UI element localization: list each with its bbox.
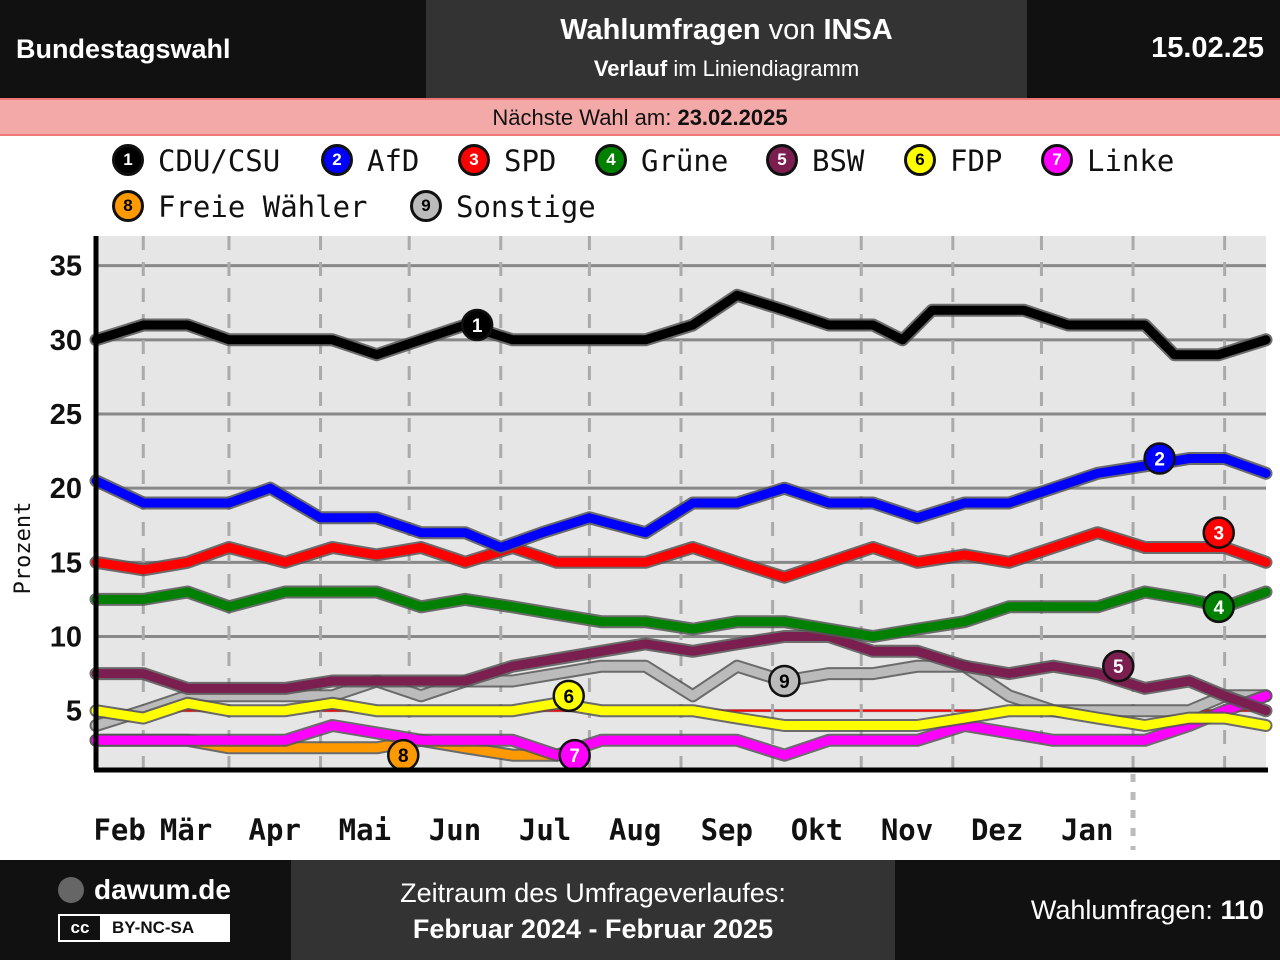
series-marker-label: 9 <box>779 672 790 693</box>
y-tick-label: 10 <box>50 622 82 654</box>
x-tick-label: Apr <box>249 813 301 847</box>
series-marker-1 <box>460 308 494 342</box>
legend-item-fdp: 6 FDP <box>904 144 1002 179</box>
x-tick-label: Jan <box>1061 813 1113 847</box>
legend-item-linke: 7 Linke <box>1041 144 1174 179</box>
x-tick-label: Jun <box>429 813 481 847</box>
legend-item-gruene: 4 Grüne <box>595 144 728 179</box>
header-date: 15.02.25 <box>1151 32 1264 64</box>
header-bar: Bundestagswahl Wahlumfragen von INSA Ver… <box>0 0 1280 98</box>
y-tick-label: 30 <box>50 325 82 357</box>
series-marker-3 <box>1202 516 1235 549</box>
y-tick-label: 25 <box>50 399 82 431</box>
legend-item-afd: 2 AfD <box>321 144 419 179</box>
series-line-1 <box>91 290 1271 360</box>
y-tick-label: 20 <box>50 473 82 505</box>
page-title: Wahlumfragen von INSA <box>560 14 893 46</box>
series-marker-5 <box>1102 649 1135 683</box>
series-line-6 <box>91 698 1271 730</box>
legend-item-bsw: 5 BSW <box>766 144 864 179</box>
y-axis-label: Prozent <box>11 502 36 595</box>
range-value: Februar 2024 - Februar 2025 <box>412 914 774 944</box>
legend-badge: 5 <box>766 144 798 176</box>
page-subtitle: Verlauf im Liniendiagramm <box>593 56 860 81</box>
legend-item-spd: 3 SPD <box>458 144 556 179</box>
y-tick-label: 35 <box>50 251 82 283</box>
legend-badge: 3 <box>458 144 490 176</box>
legend-item-sonstige: 9 Sonstige <box>410 190 596 225</box>
series-marker-6 <box>552 679 585 713</box>
footer-range: Zeitraum des Umfrageverlaufes: Februar 2… <box>291 860 895 960</box>
x-tick-label: Jul <box>519 813 571 847</box>
poll-count: Wahlumfragen: 110 <box>1030 895 1264 925</box>
site-logo[interactable]: dawum.de <box>58 874 231 906</box>
x-tick-label: Mai <box>339 813 391 847</box>
series-line-2 <box>91 454 1271 552</box>
legend-badge: 8 <box>112 190 144 222</box>
legend-badge: 6 <box>904 144 936 176</box>
next-election-banner: Nächste Wahl am: 23.02.2025 <box>0 98 1280 136</box>
footer: dawum.de cc BY-NC-SA Zeitraum des Umfrage… <box>0 860 1280 960</box>
series-lines <box>89 288 1273 762</box>
year-label: 2025 <box>1168 851 1238 856</box>
series-marker-label: 3 <box>1213 524 1224 545</box>
header-title-block: Wahlumfragen von INSA Verlauf im Liniend… <box>426 0 1027 98</box>
legend-badge: 2 <box>321 144 353 176</box>
legend-badge: 4 <box>595 144 627 176</box>
cc-icon: cc <box>60 916 100 940</box>
legend-item-freie-waehler: 8 Freie Wähler <box>112 190 368 225</box>
series-markers: 1 2 3 4 5 6 7 8 9 <box>387 308 1235 772</box>
y-tick-label: 15 <box>50 547 82 579</box>
series-line-7 <box>91 691 1271 760</box>
series-marker-label: 8 <box>398 746 409 767</box>
series-marker-label: 4 <box>1213 598 1224 619</box>
year-label: 2024 <box>562 851 632 856</box>
series-marker-label: 6 <box>563 687 574 708</box>
legend-badge: 1 <box>112 144 144 176</box>
legend-badge: 7 <box>1041 144 1073 176</box>
x-tick-label: Aug <box>609 813 661 847</box>
x-tick-label: Mär <box>160 813 212 847</box>
series-line-4 <box>91 587 1271 641</box>
series-line-3 <box>91 528 1271 582</box>
series-marker-label: 5 <box>1113 657 1124 678</box>
x-tick-label: Sep <box>701 813 753 847</box>
series-marker-9 <box>768 664 801 698</box>
series-marker-2 <box>1143 442 1176 475</box>
series-marker-label: 2 <box>1154 450 1165 471</box>
x-tick-label: Nov <box>881 813 933 847</box>
legend: 1 CDU/CSU 2 AfD 3 SPD 4 Grüne 5 BSW 6 FDP 7 Lin… <box>0 136 1280 236</box>
legend-item-cducsu: 1 CDU/CSU <box>112 144 280 179</box>
series-marker-label: 7 <box>569 746 580 767</box>
y-tick-label: 5 <box>66 696 82 728</box>
x-tick-label: Dez <box>971 813 1023 847</box>
series-marker-4 <box>1202 590 1235 624</box>
series-marker-label: 1 <box>472 316 483 337</box>
series-line-5 <box>91 632 1271 716</box>
footer-brand: dawum.de cc BY-NC-SA <box>0 860 290 960</box>
license-badge[interactable]: cc BY-NC-SA <box>58 914 230 942</box>
legend-badge: 9 <box>410 190 442 222</box>
range-label: Zeitraum des Umfrageverlaufes: <box>400 878 786 908</box>
election-name: Bundestagswahl <box>16 34 231 64</box>
x-tick-label: Feb <box>93 813 145 847</box>
pie-chart-icon <box>58 876 84 903</box>
x-tick-label: Okt <box>791 813 843 847</box>
